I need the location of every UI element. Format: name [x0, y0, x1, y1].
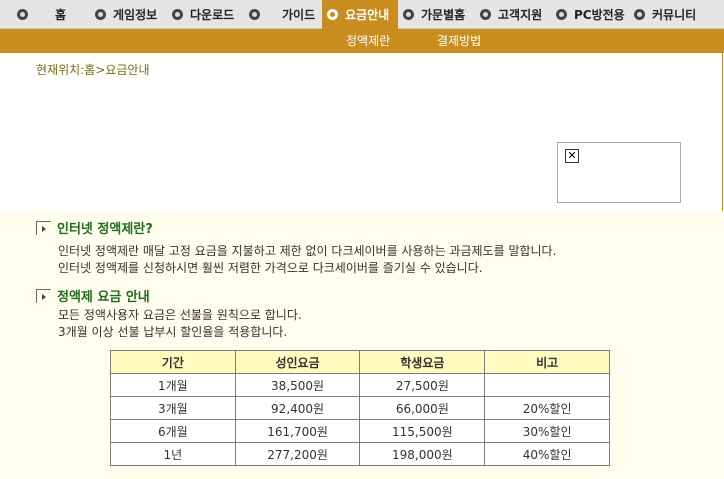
- table-cell: 40%할인: [484, 442, 610, 466]
- nav-label: 다운로드: [190, 8, 235, 22]
- text-line: 3개월 이상 선불 납부시 할인율을 적용합니다.: [58, 325, 288, 339]
- breadcrumb: 현재위치:홈>요금안내: [36, 61, 150, 78]
- table-cell: 1개월: [110, 373, 236, 397]
- section-title: 정액제 요금 안내: [57, 290, 150, 305]
- nav-item-download[interactable]: 다운로드: [172, 0, 234, 29]
- nav-item-pc-room[interactable]: PC방전용: [556, 0, 625, 29]
- nav-label: 커뮤니티: [652, 8, 697, 22]
- bullet-icon: [403, 9, 414, 20]
- bullet-icon: [172, 9, 183, 20]
- column-header: 비고: [484, 350, 610, 374]
- text-line: 모든 정액사용자 요금은 선불을 원칙으로 합니다.: [58, 308, 302, 322]
- table-cell: [484, 373, 610, 397]
- table-cell: 20%할인: [484, 396, 610, 420]
- text-line: 인터넷 정액제를 신청하시면 훨씬 저렴한 가격으로 다크세이버를 즐기실 수 …: [58, 261, 483, 275]
- table-cell: 92,400원: [234, 396, 361, 420]
- section-title: 인터넷 정액제란?: [57, 222, 153, 237]
- nav-label: 가문별홈: [421, 8, 466, 22]
- section-text: 모든 정액사용자 요금은 선불을 원칙으로 합니다. 3개월 이상 선불 납부시…: [58, 307, 302, 341]
- banner-image-placeholder: ✕: [557, 142, 681, 203]
- content-frame: 현재위치:홈>요금안내 ✕ 인터넷 정액제란? 인터넷 정액제란 매달 고정 요…: [0, 53, 723, 479]
- section-heading: 인터넷 정액제란?: [36, 218, 153, 237]
- table-cell: 115,500원: [359, 419, 486, 443]
- breadcrumb-home-link[interactable]: 홈: [84, 63, 96, 77]
- text-line: 인터넷 정액제란 매달 고정 요금을 지불하고 제한 없이 다크세이버를 사용하…: [58, 244, 557, 258]
- column-header: 학생요금: [359, 350, 486, 374]
- table-cell: 6개월: [110, 419, 236, 443]
- nav-label: 요금안내: [345, 8, 390, 22]
- broken-image-icon: ✕: [565, 149, 579, 163]
- sub-nav: 정액제란 결제방법: [0, 29, 724, 53]
- bullet-icon: [249, 9, 260, 20]
- nav-label: 홈: [55, 8, 67, 22]
- top-nav: 홈 게임정보 다운로드 가이드 요금안내 가문별홈 고객지원 PC방전용 커뮤니…: [0, 0, 724, 29]
- nav-label: 가이드: [282, 8, 316, 22]
- table-cell: 1년: [110, 442, 236, 466]
- table-cell: 3개월: [110, 396, 236, 420]
- arrow-icon: [36, 220, 51, 235]
- bullet-icon: [556, 9, 567, 20]
- nav-item-family-home[interactable]: 가문별홈: [403, 0, 465, 29]
- table-row: 3개월 92,400원 66,000원 20%할인: [110, 396, 610, 420]
- arrow-icon: [36, 288, 51, 303]
- nav-label: 게임정보: [113, 8, 158, 22]
- breadcrumb-separator: >: [95, 63, 106, 77]
- bullet-icon: [95, 9, 106, 20]
- table-cell: 38,500원: [234, 373, 361, 397]
- nav-item-game-info[interactable]: 게임정보: [95, 0, 157, 29]
- breadcrumb-current: 요금안내: [105, 63, 150, 77]
- price-table: 기간 성인요금 학생요금 비고 1개월 38,500원 27,500원 3개월 …: [110, 350, 610, 466]
- column-header: 성인요금: [234, 350, 361, 374]
- table-cell: 161,700원: [234, 419, 361, 443]
- table-cell: 66,000원: [359, 396, 486, 420]
- bullet-icon: [17, 9, 28, 20]
- bullet-icon: [327, 9, 338, 20]
- section-text: 인터넷 정액제란 매달 고정 요금을 지불하고 제한 없이 다크세이버를 사용하…: [58, 243, 556, 277]
- nav-item-support[interactable]: 고객지원: [480, 0, 542, 29]
- table-cell: 198,000원: [359, 442, 486, 466]
- nav-item-home[interactable]: 홈: [17, 0, 66, 29]
- nav-item-guide[interactable]: 가이드: [249, 0, 315, 29]
- column-header: 기간: [110, 350, 236, 374]
- table-row: 1개월 38,500원 27,500원: [110, 373, 610, 397]
- nav-label: PC방전용: [574, 8, 625, 22]
- section-heading: 정액제 요금 안내: [36, 286, 150, 305]
- table-row: 1년 277,200원 198,000원 40%할인: [110, 442, 610, 466]
- nav-item-pricing[interactable]: 요금안내: [322, 0, 398, 29]
- nav-label: 고객지원: [498, 8, 543, 22]
- table-row: 6개월 161,700원 115,500원 30%할인: [110, 419, 610, 443]
- table-cell: 27,500원: [359, 373, 486, 397]
- table-header-row: 기간 성인요금 학생요금 비고: [110, 350, 610, 374]
- table-cell: 277,200원: [234, 442, 361, 466]
- bullet-icon: [634, 9, 645, 20]
- bullet-icon: [480, 9, 491, 20]
- breadcrumb-prefix: 현재위치:: [36, 63, 85, 77]
- subnav-item-flat-rate[interactable]: 정액제란: [346, 34, 391, 48]
- subnav-item-payment-method[interactable]: 결제방법: [437, 34, 482, 48]
- nav-item-community[interactable]: 커뮤니티: [634, 0, 696, 29]
- table-cell: 30%할인: [484, 419, 610, 443]
